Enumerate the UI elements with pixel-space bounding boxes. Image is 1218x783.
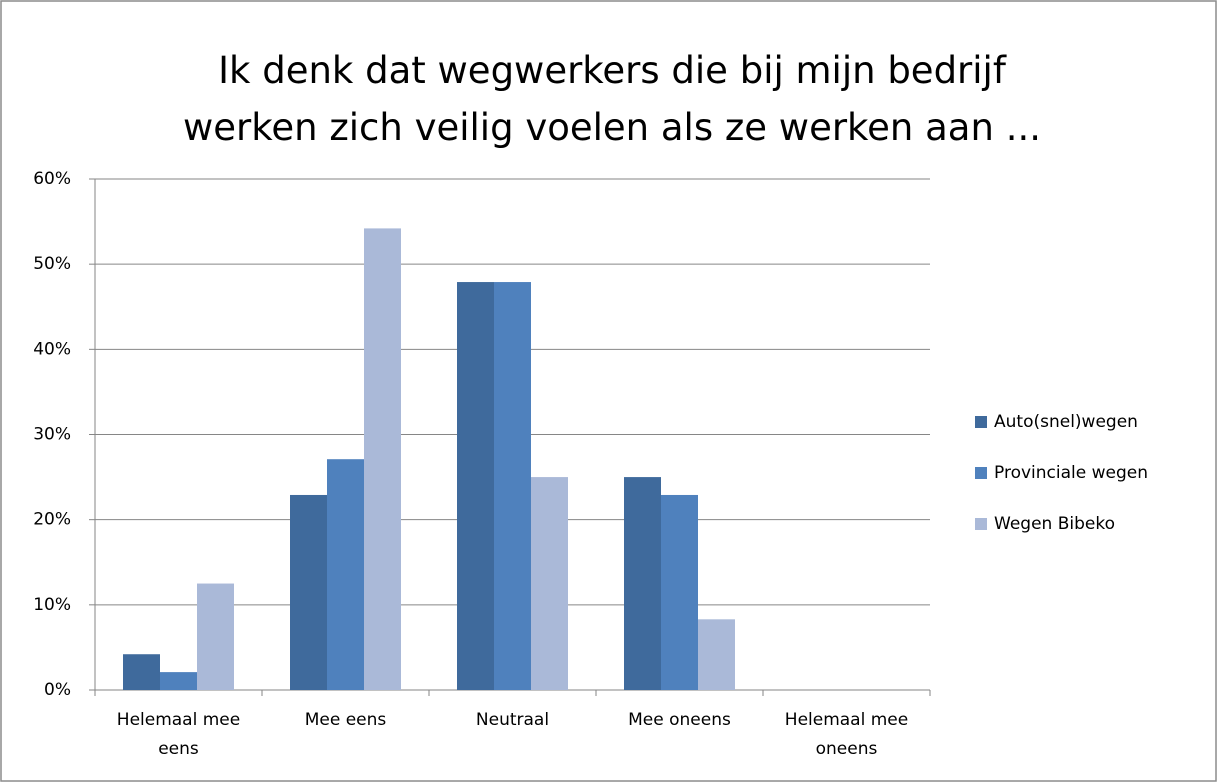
legend-label: Wegen Bibeko [994, 514, 1115, 534]
y-tick-label: 0% [44, 680, 71, 700]
bar [494, 282, 531, 690]
bar [698, 619, 735, 690]
y-tick-label: 40% [33, 339, 71, 359]
bar [624, 477, 661, 690]
legend-swatch [975, 416, 987, 428]
bar [290, 494, 327, 690]
legend-swatch [975, 518, 987, 530]
bar [457, 282, 494, 690]
x-tick-label: Neutraal [476, 710, 549, 730]
y-tick-label: 60% [33, 169, 71, 189]
legend-label: Provinciale wegen [994, 463, 1148, 483]
legend-label: Auto(snel)wegen [994, 412, 1138, 432]
y-tick-label: 10% [33, 595, 71, 615]
x-tick-label: Mee eens [305, 710, 387, 730]
bar [197, 583, 234, 690]
y-tick-label: 50% [33, 254, 71, 274]
chart-title: Ik denk dat wegwerkers die bij mijn bedr… [183, 49, 1041, 149]
x-tick-label: Helemaal mee oneens [785, 710, 908, 759]
x-tick-label: Helemaal mee eens [117, 710, 240, 759]
x-tick-label: Mee oneens [628, 710, 731, 730]
y-tick-label: 30% [33, 425, 71, 445]
bar [123, 654, 160, 690]
y-tick-label: 20% [33, 510, 71, 530]
bar [160, 672, 197, 690]
bar [531, 477, 568, 690]
bar [327, 459, 364, 690]
bar [364, 228, 401, 690]
bar [661, 494, 698, 690]
legend-swatch [975, 467, 987, 479]
